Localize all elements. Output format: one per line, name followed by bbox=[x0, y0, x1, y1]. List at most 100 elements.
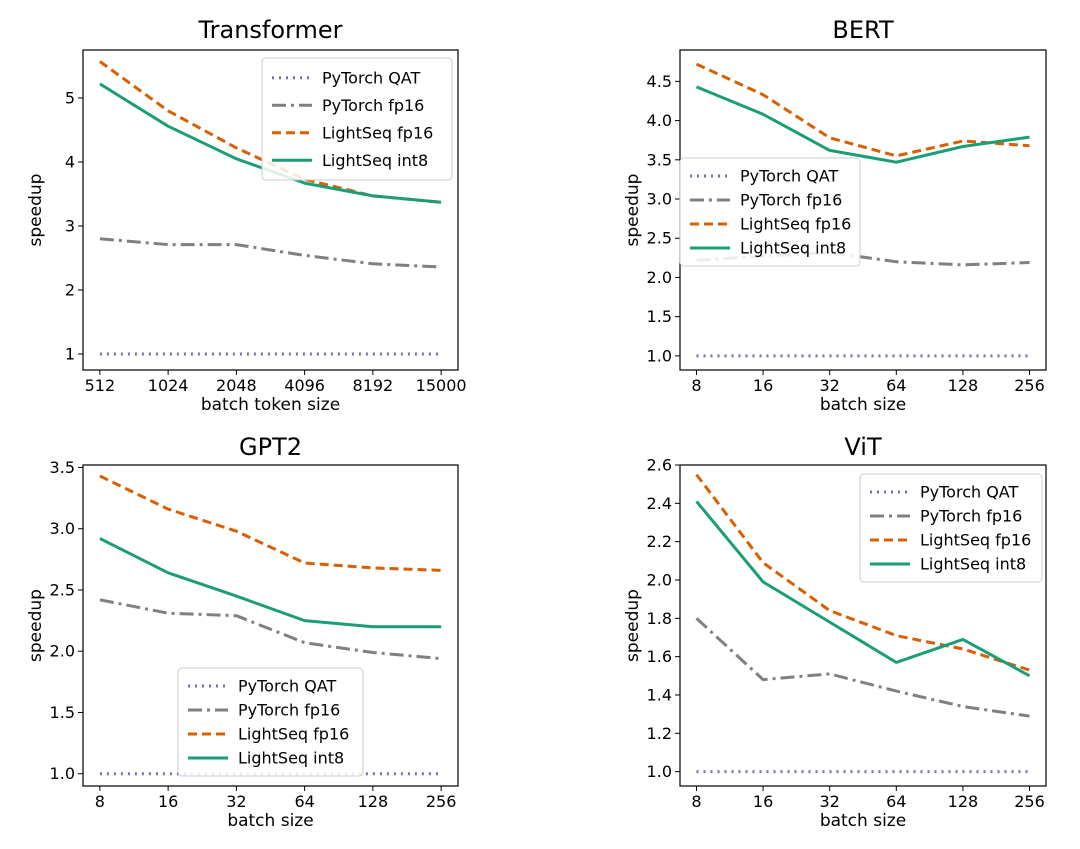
x-tick-label: 32 bbox=[820, 376, 840, 395]
legend-label: LightSeq fp16 bbox=[920, 531, 1031, 550]
y-tick-label: 4.5 bbox=[647, 72, 672, 91]
chart-title: GPT2 bbox=[239, 433, 302, 461]
y-tick-label: 1.4 bbox=[647, 685, 672, 704]
series-line bbox=[99, 537, 442, 629]
x-tick-label: 32 bbox=[820, 792, 840, 811]
y-tick-label: 2.6 bbox=[647, 456, 672, 475]
x-tick-label: 2048 bbox=[216, 376, 257, 395]
x-tick-label: 8 bbox=[95, 792, 105, 811]
plot-frame bbox=[82, 464, 459, 787]
legend: PyTorch QAT PyTorch fp16 LightSeq fp16 Ligh… bbox=[177, 667, 364, 777]
x-tick-label: 256 bbox=[1014, 376, 1045, 395]
y-axis-label: speedup bbox=[26, 589, 46, 662]
legend-frame bbox=[679, 157, 861, 267]
x-tick-label: 128 bbox=[358, 792, 389, 811]
y-tick-label: 3.0 bbox=[50, 519, 75, 538]
legend-label: LightSeq fp16 bbox=[740, 215, 851, 234]
series-line bbox=[695, 85, 1030, 164]
chart-title: BERT bbox=[832, 16, 894, 44]
chart-title: ViT bbox=[844, 433, 882, 461]
x-tick-label: 8 bbox=[691, 376, 701, 395]
series-line bbox=[99, 237, 442, 269]
chart-title: Transformer bbox=[197, 16, 342, 44]
series-line bbox=[695, 500, 1031, 678]
y-tick-label: 2.0 bbox=[647, 268, 672, 287]
x-axis-label: batch size bbox=[820, 811, 906, 831]
y-tick-label: 3.5 bbox=[647, 150, 672, 169]
y-tick-label: 3 bbox=[65, 217, 75, 236]
legend: PyTorch QAT PyTorch fp16 LightSeq fp16 Ligh… bbox=[261, 57, 453, 181]
y-tick-label: 3.0 bbox=[647, 190, 672, 209]
x-tick-label: 64 bbox=[294, 792, 314, 811]
legend-label: LightSeq fp16 bbox=[322, 123, 433, 142]
y-tick-label: 5 bbox=[65, 89, 75, 108]
series-line bbox=[695, 473, 1030, 672]
legend-label: LightSeq fp16 bbox=[238, 725, 349, 744]
y-tick-label: 2.5 bbox=[647, 229, 672, 248]
x-tick-label: 16 bbox=[158, 792, 178, 811]
legend-label: PyTorch QAT bbox=[920, 483, 1019, 502]
y-tick-label: 1.2 bbox=[647, 724, 672, 743]
x-tick-label: 1024 bbox=[148, 376, 189, 395]
y-axis-label: speedup bbox=[623, 589, 643, 662]
chart-panel: Transformer 512 1024 2048 4096 8192 15000 1 2 3 4 5… bbox=[26, 16, 467, 415]
x-tick-label: 256 bbox=[426, 792, 457, 811]
y-tick-label: 1.8 bbox=[647, 609, 672, 628]
legend-label: LightSeq int8 bbox=[322, 151, 428, 170]
plot-frame bbox=[679, 464, 1047, 787]
y-tick-label: 1.0 bbox=[647, 762, 672, 781]
legend-frame bbox=[261, 57, 453, 181]
y-tick-label: 2.0 bbox=[647, 570, 672, 589]
series-line bbox=[99, 474, 442, 572]
y-axis-label: speedup bbox=[26, 174, 46, 247]
x-tick-label: 64 bbox=[886, 376, 906, 395]
y-tick-label: 1.0 bbox=[647, 346, 672, 365]
legend-label: LightSeq int8 bbox=[238, 749, 344, 768]
legend-label: LightSeq int8 bbox=[920, 555, 1026, 574]
y-tick-label: 2.4 bbox=[647, 494, 672, 513]
y-tick-label: 2.5 bbox=[50, 580, 75, 599]
plot-frame bbox=[82, 49, 459, 371]
y-tick-label: 1.0 bbox=[50, 764, 75, 783]
y-tick-label: 1.5 bbox=[50, 703, 75, 722]
y-tick-label: 2.0 bbox=[50, 642, 75, 661]
chart-panel: ViT 8 16 32 64 128 256 1.0 1.2 1.4 1.6 1.8 2.0 2.2 2.4… bbox=[623, 433, 1047, 831]
x-axis-label: batch size bbox=[820, 395, 906, 415]
x-tick-label: 15000 bbox=[416, 376, 467, 395]
legend-label: PyTorch QAT bbox=[322, 68, 421, 87]
y-tick-label: 1.6 bbox=[647, 647, 672, 666]
x-tick-label: 32 bbox=[226, 792, 246, 811]
legend-label: PyTorch fp16 bbox=[322, 96, 424, 115]
y-tick-label: 3.5 bbox=[50, 458, 75, 477]
x-axis-label: batch token size bbox=[201, 395, 340, 415]
x-tick-label: 64 bbox=[886, 792, 906, 811]
y-axis-label: speedup bbox=[623, 174, 643, 247]
series-line bbox=[99, 598, 442, 661]
legend-label: PyTorch fp16 bbox=[740, 191, 842, 210]
y-tick-label: 4.0 bbox=[647, 111, 672, 130]
legend-label: LightSeq int8 bbox=[740, 239, 846, 258]
legend-label: PyTorch QAT bbox=[740, 167, 839, 186]
legend-label: PyTorch fp16 bbox=[920, 507, 1022, 526]
x-tick-label: 16 bbox=[753, 376, 773, 395]
legend-label: PyTorch fp16 bbox=[238, 701, 340, 720]
chart-panel: BERT 8 16 32 64 128 256 1.0 1.5 2.0 2.5 3.0 3.5 4.0 4.… bbox=[623, 16, 1047, 415]
legend-frame bbox=[177, 667, 364, 777]
y-tick-label: 4 bbox=[65, 153, 75, 172]
y-tick-label: 2 bbox=[65, 281, 75, 300]
y-tick-label: 1 bbox=[65, 345, 75, 364]
x-axis-label: batch size bbox=[227, 811, 313, 831]
legend: PyTorch QAT PyTorch fp16 LightSeq fp16 Ligh… bbox=[859, 473, 1043, 583]
x-tick-label: 128 bbox=[948, 376, 979, 395]
series-line bbox=[695, 617, 1030, 718]
y-tick-label: 1.5 bbox=[647, 307, 672, 326]
x-tick-label: 512 bbox=[85, 376, 116, 395]
chart-panel: GPT2 8 16 32 64 128 256 1.0 1.5 2.0 2.5 3.0 3.5 batch… bbox=[26, 433, 459, 831]
x-tick-label: 256 bbox=[1014, 792, 1045, 811]
legend-label: PyTorch QAT bbox=[238, 677, 337, 696]
x-tick-label: 16 bbox=[753, 792, 773, 811]
x-tick-label: 4096 bbox=[284, 376, 325, 395]
x-tick-label: 128 bbox=[948, 792, 979, 811]
x-tick-label: 8192 bbox=[353, 376, 394, 395]
